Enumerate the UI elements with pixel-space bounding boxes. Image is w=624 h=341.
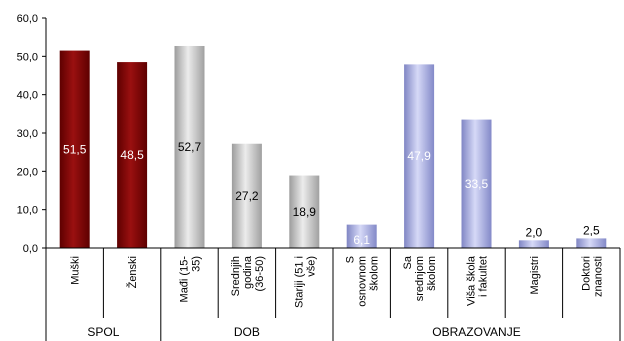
x-axis: Muški Ženski Mađi (15-35) Srednjihgodina(36…: [45, 247, 621, 341]
data-label: 27,2: [235, 189, 259, 203]
y-tick-label: 10,0: [17, 205, 38, 217]
y-tick-label: 30,0: [17, 128, 38, 140]
category-label: Muški: [70, 256, 82, 285]
data-label: 6,1: [353, 233, 370, 247]
group-label: SPOL: [87, 325, 119, 339]
category-label: Viša školai fakultet: [466, 255, 490, 306]
group-label: OBRAZOVANJE: [432, 325, 520, 339]
category-label: Sosnovnomškolom: [345, 256, 381, 307]
data-label: 2,0: [526, 225, 543, 239]
data-label: 2,5: [583, 223, 600, 237]
data-label: 51,5: [63, 142, 87, 156]
y-tick-label: 50,0: [17, 51, 38, 63]
data-label: 33,5: [465, 177, 489, 191]
y-tick-label: 20,0: [17, 166, 38, 178]
category-label: Ženski: [126, 256, 139, 288]
y-tick-label: 60,0: [17, 13, 38, 25]
bar: [404, 64, 435, 248]
y-axis: 0,0 10,0 20,0 30,0 40,0 50,0 60,0: [17, 13, 47, 255]
bar: [289, 175, 320, 248]
group-label: DOB: [234, 325, 260, 339]
bar: [231, 143, 262, 248]
category-label: Sasrednjomškolom: [402, 255, 438, 301]
data-label: 48,5: [120, 148, 144, 162]
bar: [117, 62, 148, 249]
bar: [461, 119, 492, 248]
bar: [576, 238, 607, 248]
bars: 51,5 48,5 52,7 27,2 18,9 6,1 47,9 33,5 2,0 2,5: [59, 45, 607, 249]
category-label: Doktoriznanosti: [580, 256, 604, 297]
category-label: Mađi (15-35): [179, 256, 203, 303]
data-label: 52,7: [178, 140, 202, 154]
bar: [59, 50, 90, 249]
data-label: 18,9: [293, 205, 317, 219]
category-label: Stariji (51 ivše): [293, 256, 317, 308]
bar: [174, 45, 205, 248]
y-tick-label: 40,0: [17, 90, 38, 102]
data-label: 47,9: [407, 149, 431, 163]
y-tick-label: 0,0: [23, 243, 38, 255]
category-label: Srednjihgodina(36-50): [230, 255, 266, 296]
bar: [518, 240, 549, 248]
bar: [346, 224, 377, 248]
category-label: Magistri: [529, 256, 541, 295]
